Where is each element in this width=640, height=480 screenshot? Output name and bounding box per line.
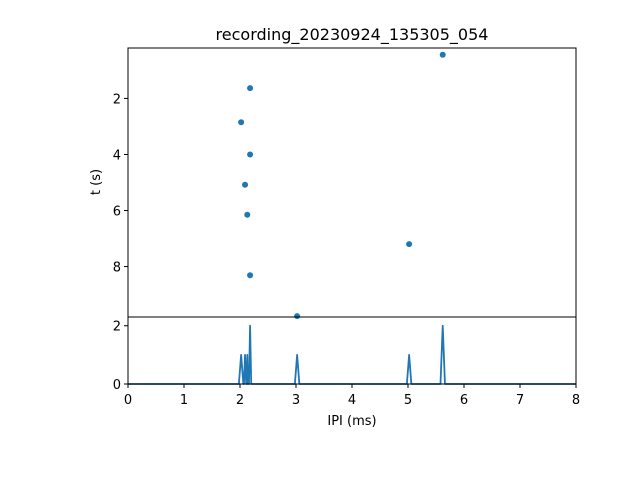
scatter-point-4: [242, 181, 249, 188]
x-tick-label-1: 1: [180, 393, 188, 408]
scatter-point-2: [238, 119, 245, 126]
hist-y-tick-label-0: 0: [113, 378, 121, 393]
x-tick-label-7: 7: [516, 393, 524, 408]
y-tick-label-2: 6: [113, 205, 121, 220]
hist-y-tick-label-1: 2: [113, 320, 121, 335]
scatter-point-7: [247, 272, 254, 279]
y-tick-label-0: 2: [113, 92, 121, 107]
y-tick-label-3: 8: [113, 261, 121, 276]
chart-title: recording_20230924_135305_054: [216, 25, 489, 45]
x-tick-label-8: 8: [572, 393, 580, 408]
histogram-panel: 0 2 0 1 2 3 4 5 6 7 8: [113, 316, 580, 408]
scatter-point-0: [439, 51, 446, 58]
scatter-point-3: [247, 151, 254, 158]
scatter-point-1: [247, 85, 254, 92]
y-tick-label-1: 4: [113, 148, 121, 163]
x-tick-label-0: 0: [124, 393, 132, 408]
histogram-frame: [127, 316, 577, 385]
x-tick-label-4: 4: [348, 393, 356, 408]
scatter-point-8: [294, 313, 301, 320]
scatter-point-6: [406, 241, 413, 248]
x-tick-label-2: 2: [236, 393, 244, 408]
x-tick-label-6: 6: [460, 393, 468, 408]
x-tick-label-3: 3: [292, 393, 300, 408]
scatter-point-5: [244, 211, 251, 218]
x-tick-label-5: 5: [404, 393, 412, 408]
y-axis-label: t (s): [89, 169, 104, 195]
x-axis-label: IPI (ms): [327, 414, 376, 429]
